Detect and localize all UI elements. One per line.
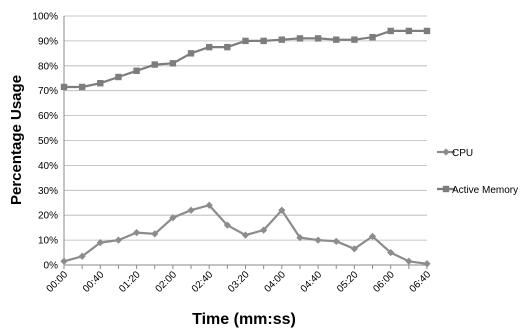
data-point [332, 237, 340, 245]
y-tick-label: 30% [38, 186, 58, 197]
y-tick-label: 90% [38, 36, 58, 47]
data-point [368, 232, 377, 240]
x-tick-label: 02:40 [190, 269, 216, 295]
legend-label: Active Memory [452, 185, 518, 196]
legend-item: CPU [437, 148, 473, 159]
data-point [242, 37, 249, 45]
x-tick-label: 06:00 [371, 269, 397, 295]
data-point [405, 27, 413, 35]
data-point [296, 234, 304, 242]
data-point [151, 61, 158, 68]
data-point [314, 236, 322, 244]
data-point [78, 83, 86, 91]
y-axis-title: Percentage Usage [8, 75, 25, 205]
data-point [333, 36, 340, 43]
y-tick-label: 70% [38, 86, 58, 97]
axes [63, 16, 428, 269]
x-tick-label: 00:40 [81, 269, 107, 295]
data-point [133, 67, 140, 74]
data-point [405, 257, 413, 265]
y-tick-label: 50% [38, 136, 58, 147]
x-tick-label: 02:00 [154, 269, 180, 295]
data-point [151, 230, 159, 238]
data-point [278, 36, 285, 43]
legend: CPU Active Memory [437, 148, 518, 196]
data-point [187, 206, 195, 214]
y-tick-label: 0% [44, 261, 59, 272]
tick-labels: 0% 10% 20% 30% 40% 50% 60% 70% 80% 90% 100% 00:00 00… [32, 12, 433, 295]
data-point [241, 231, 250, 239]
data-point [350, 245, 358, 253]
y-tick-label: 40% [38, 161, 58, 172]
data-point [314, 35, 322, 42]
legend-label: CPU [452, 148, 473, 159]
data-point [369, 33, 376, 41]
x-tick-label: 06:40 [408, 269, 434, 295]
data-point [223, 221, 231, 229]
y-tick-label: 80% [38, 61, 58, 72]
data-point [60, 257, 68, 265]
data-point [206, 43, 213, 51]
data-point [423, 27, 431, 35]
x-tick-label: 04:40 [299, 269, 325, 295]
data-point [260, 226, 268, 234]
data-point [387, 248, 395, 257]
data-point [260, 37, 267, 45]
data-point [205, 201, 213, 209]
x-tick-label: 03:20 [226, 269, 252, 295]
series [60, 27, 431, 268]
x-tick-label: 01:20 [117, 269, 143, 295]
data-point [423, 260, 431, 268]
x-tick-label: 00:00 [45, 269, 71, 295]
gridlines [64, 15, 427, 241]
y-tick-label: 20% [38, 211, 58, 222]
data-point [351, 36, 358, 43]
data-point [114, 236, 123, 244]
data-point [133, 229, 141, 237]
data-point [187, 50, 195, 57]
y-tick-label: 60% [38, 111, 58, 122]
y-tick-label: 100% [32, 12, 58, 23]
data-point [115, 73, 122, 81]
x-axis-title: Time (mm:ss) [192, 311, 296, 328]
series-0 [60, 201, 431, 268]
data-point [387, 27, 394, 35]
legend-marker [442, 148, 450, 156]
data-point [296, 35, 304, 42]
legend-item: Active Memory [437, 185, 518, 196]
data-point [78, 252, 86, 260]
data-point [96, 238, 104, 247]
data-point [97, 80, 104, 87]
data-point [169, 60, 177, 67]
data-point [60, 83, 68, 91]
data-point [278, 206, 286, 214]
x-tick-label: 04:00 [262, 269, 288, 295]
series-1 [60, 27, 431, 91]
y-tick-label: 10% [38, 236, 58, 247]
data-point [169, 214, 177, 222]
data-point [224, 43, 231, 51]
legend-marker [442, 185, 450, 193]
x-tick-label: 05:20 [335, 269, 361, 295]
